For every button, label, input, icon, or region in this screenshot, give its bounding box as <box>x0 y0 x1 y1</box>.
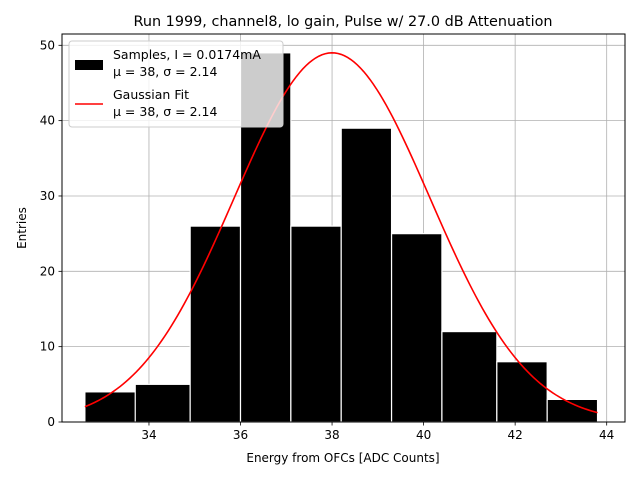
histogram-bar <box>290 225 342 423</box>
legend: Samples, I = 0.0174mA μ = 38, σ = 2.14 G… <box>68 40 284 128</box>
y-axis-ticks: 0 10 20 30 40 50 <box>40 38 62 429</box>
legend-samples-stats: μ = 38, σ = 2.14 <box>113 64 217 79</box>
histogram-bar <box>134 383 191 423</box>
x-tick-label: 38 <box>324 428 339 442</box>
y-tick-label: 30 <box>40 189 55 203</box>
histogram-bar <box>189 225 242 423</box>
x-axis-label: Energy from OFCs [ADC Counts] <box>246 451 439 465</box>
histogram-bar <box>340 127 393 423</box>
x-tick-label: 42 <box>508 428 523 442</box>
x-tick-label: 36 <box>233 428 248 442</box>
y-tick-label: 40 <box>40 114 55 128</box>
x-tick-label: 34 <box>141 428 156 442</box>
x-tick-label: 40 <box>416 428 431 442</box>
gaussian-fit-curve <box>84 52 598 414</box>
histogram-bars <box>84 52 599 423</box>
y-tick-label: 20 <box>40 264 55 278</box>
x-tick-label: 44 <box>599 428 614 442</box>
x-axis-ticks: 34 36 38 40 42 44 <box>141 422 614 442</box>
y-tick-label: 50 <box>40 38 55 52</box>
y-tick-label: 0 <box>47 415 55 429</box>
chart-title: Run 1999, channel8, lo gain, Pulse w/ 27… <box>134 14 553 30</box>
legend-fit-label: Gaussian Fit <box>113 87 189 102</box>
histogram-bar <box>390 233 443 423</box>
legend-samples-label: Samples, I = 0.0174mA <box>113 47 261 62</box>
histogram-bar <box>441 330 498 423</box>
y-tick-label: 10 <box>40 340 55 354</box>
legend-fit-stats: μ = 38, σ = 2.14 <box>113 104 217 119</box>
y-axis-label: Entries <box>15 207 29 249</box>
legend-samples-swatch <box>75 60 103 70</box>
histogram-bar <box>496 361 548 423</box>
plot-frame <box>61 33 626 423</box>
legend-box <box>68 40 284 128</box>
histogram-bar <box>84 391 141 423</box>
